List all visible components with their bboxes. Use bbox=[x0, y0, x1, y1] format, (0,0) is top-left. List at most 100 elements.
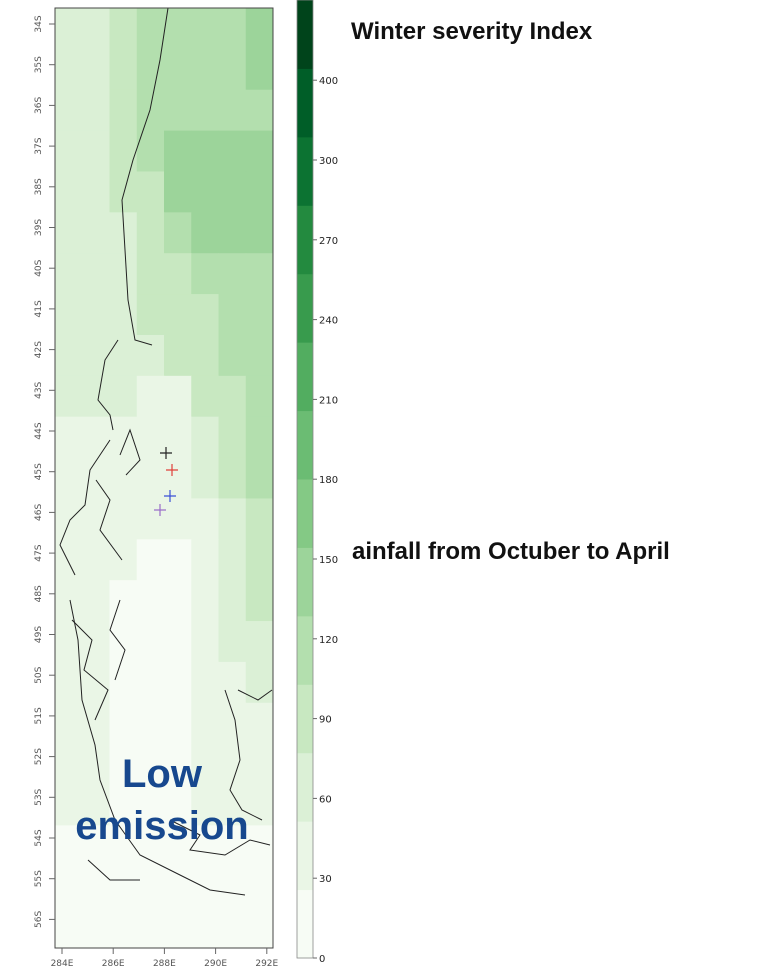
colorbar-band bbox=[297, 205, 313, 275]
grid-cell bbox=[191, 825, 219, 867]
grid-cell bbox=[164, 253, 192, 295]
colorbar-band bbox=[297, 547, 313, 617]
grid-cell bbox=[245, 416, 274, 459]
grid-cell bbox=[55, 171, 83, 213]
grid-cell bbox=[191, 907, 219, 949]
lat-tick-label: 54S bbox=[34, 829, 44, 846]
grid-cell bbox=[191, 89, 219, 132]
grid-cell bbox=[245, 334, 274, 377]
colorbar-band bbox=[297, 479, 313, 548]
grid-cell bbox=[82, 416, 110, 459]
colorbar-band bbox=[297, 684, 313, 754]
grid-cell bbox=[136, 294, 165, 336]
grid-cell bbox=[136, 539, 165, 581]
grid-cell bbox=[109, 89, 138, 132]
colorbar-band bbox=[297, 68, 313, 138]
grid-cell bbox=[164, 539, 192, 581]
grid-cell bbox=[164, 416, 192, 459]
grid-cell bbox=[191, 580, 219, 622]
grid-cell bbox=[245, 702, 274, 745]
colorbar-tick-label: 120 bbox=[319, 635, 338, 646]
lat-tick-label: 34S bbox=[34, 15, 44, 32]
grid-cell bbox=[191, 253, 219, 295]
colorbar-tick-label: 0 bbox=[319, 954, 325, 965]
grid-cell bbox=[164, 48, 192, 91]
lat-tick-label: 36S bbox=[34, 97, 44, 114]
grid-cell bbox=[191, 212, 219, 254]
grid-cell bbox=[245, 212, 274, 254]
grid-cell bbox=[191, 498, 219, 540]
grid-cell bbox=[136, 621, 165, 663]
grid-cell bbox=[191, 539, 219, 581]
lat-tick-label: 44S bbox=[34, 422, 44, 439]
grid-cell bbox=[218, 825, 247, 867]
colorbar-tick-label: 30 bbox=[319, 874, 332, 885]
colorbar bbox=[296, 0, 314, 959]
colorbar-band bbox=[297, 410, 313, 480]
grid-cell bbox=[136, 171, 165, 213]
colorbar-tick-label: 90 bbox=[319, 715, 332, 726]
grid-cell bbox=[55, 212, 83, 254]
grid-cell bbox=[164, 212, 192, 254]
grid-cell bbox=[218, 866, 247, 908]
longitude-axis: 284E 286E 288E 290E 292E bbox=[51, 948, 279, 969]
grid-cell bbox=[109, 171, 138, 213]
grid-cell bbox=[164, 621, 192, 663]
lat-tick-label: 56S bbox=[34, 911, 44, 928]
colorbar-tick-label: 150 bbox=[319, 555, 338, 566]
grid-cell bbox=[109, 702, 138, 745]
grid-cell bbox=[55, 866, 83, 908]
grid-cell bbox=[245, 8, 274, 50]
grid-cell bbox=[164, 130, 192, 172]
coastline bbox=[59, 7, 273, 896]
grid-cell bbox=[164, 8, 192, 50]
grid-cell bbox=[82, 294, 110, 336]
grid-cell bbox=[55, 416, 83, 459]
grid-cell bbox=[109, 8, 138, 50]
grid-cell bbox=[55, 375, 83, 418]
grid-cell bbox=[136, 416, 165, 459]
lon-tick-label: 286E bbox=[102, 959, 125, 969]
latitude-axis: 34S 35S 36S 37S 38S 39S 40S 41S 42S 43S 44S 45S 46S 4… bbox=[34, 15, 55, 928]
colorbar-tick-label: 300 bbox=[319, 156, 338, 167]
grid-cell bbox=[218, 416, 247, 459]
lat-tick-label: 43S bbox=[34, 381, 44, 398]
grid-cell bbox=[218, 661, 247, 704]
lon-tick-label: 292E bbox=[255, 959, 278, 969]
grid-cell bbox=[164, 498, 192, 540]
grid-cell bbox=[191, 661, 219, 704]
grid-cell bbox=[218, 539, 247, 581]
grid-cell bbox=[82, 212, 110, 254]
grid-cell bbox=[55, 580, 83, 622]
grid-cell bbox=[82, 498, 110, 540]
grid-cell bbox=[218, 580, 247, 622]
grid-cell bbox=[55, 457, 83, 499]
grid-cell bbox=[55, 48, 83, 91]
grid-cell bbox=[136, 866, 165, 908]
lat-tick-label: 41S bbox=[34, 300, 44, 317]
grid-cell bbox=[55, 784, 83, 826]
grid-cell bbox=[109, 580, 138, 622]
grid-cell bbox=[109, 48, 138, 91]
scenario-label: Low emission bbox=[54, 748, 270, 852]
grid-cell bbox=[218, 498, 247, 540]
site-marker bbox=[154, 504, 166, 516]
grid-cell bbox=[136, 743, 165, 786]
grid-cell bbox=[136, 580, 165, 622]
lat-tick-label: 55S bbox=[34, 870, 44, 887]
site-marker bbox=[166, 464, 178, 476]
grid-cell bbox=[164, 784, 192, 826]
colorbar-tick-label: 60 bbox=[319, 794, 332, 805]
grid-cell bbox=[82, 48, 110, 91]
grid-cell bbox=[82, 866, 110, 908]
grid-cell bbox=[245, 48, 274, 91]
data-grid bbox=[55, 8, 274, 949]
grid-cell bbox=[218, 130, 247, 172]
grid-cell bbox=[245, 375, 274, 418]
grid-cell bbox=[218, 702, 247, 745]
grid-cell bbox=[191, 48, 219, 91]
lat-tick-label: 48S bbox=[34, 585, 44, 602]
grid-cell bbox=[55, 334, 83, 377]
grid-cell bbox=[191, 457, 219, 499]
